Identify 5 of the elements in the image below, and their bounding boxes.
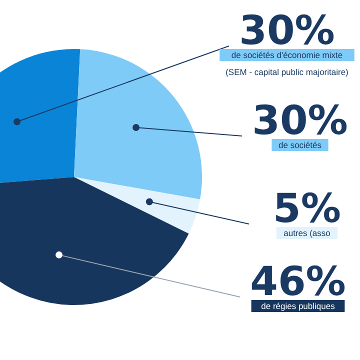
- slice-label: de sociétés: [278, 140, 322, 150]
- slice-label: autres (asso: [284, 228, 331, 238]
- slice-label: de régies publiques: [261, 301, 335, 311]
- text: (SEM - capital public majoritaire): [226, 67, 349, 77]
- slice-label: de sociétés d'économie mixte: [231, 50, 343, 60]
